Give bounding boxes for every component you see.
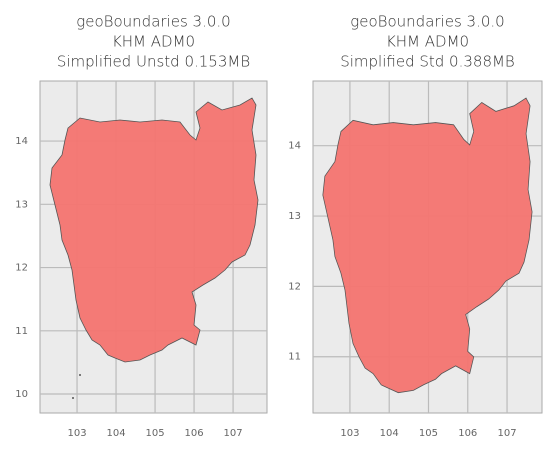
chart-title: geoBoundaries 3.0.0 <box>350 13 504 31</box>
y-tick-label: 10 <box>15 389 28 400</box>
x-tick-label: 104 <box>380 428 399 439</box>
y-tick-label: 12 <box>15 263 28 274</box>
x-tick-label: 107 <box>497 428 516 439</box>
chart-title: KHM ADM0 <box>386 33 469 51</box>
y-tick-label: 13 <box>288 211 301 222</box>
x-tick-label: 103 <box>340 428 359 439</box>
y-tick-label: 11 <box>15 326 28 337</box>
chart-title: Simplified Std 0.388MB <box>340 53 515 71</box>
chart-title: KHM ADM0 <box>112 33 195 51</box>
x-tick-label: 106 <box>185 428 204 439</box>
chart-title: geoBoundaries 3.0.0 <box>76 13 230 31</box>
x-tick-label: 103 <box>68 428 87 439</box>
x-tick-label: 105 <box>146 428 165 439</box>
x-tick-label: 104 <box>107 428 126 439</box>
x-tick-label: 107 <box>224 428 243 439</box>
chart-title: Simplified Unstd 0.153MB <box>57 53 250 71</box>
country-shape <box>49 97 259 399</box>
y-tick-label: 11 <box>288 352 301 363</box>
y-tick-label: 12 <box>288 281 301 292</box>
x-tick-label: 105 <box>419 428 438 439</box>
x-tick-label: 106 <box>458 428 477 439</box>
y-tick-label: 13 <box>15 199 28 210</box>
y-tick-label: 14 <box>288 141 301 152</box>
y-tick-label: 14 <box>15 136 28 147</box>
